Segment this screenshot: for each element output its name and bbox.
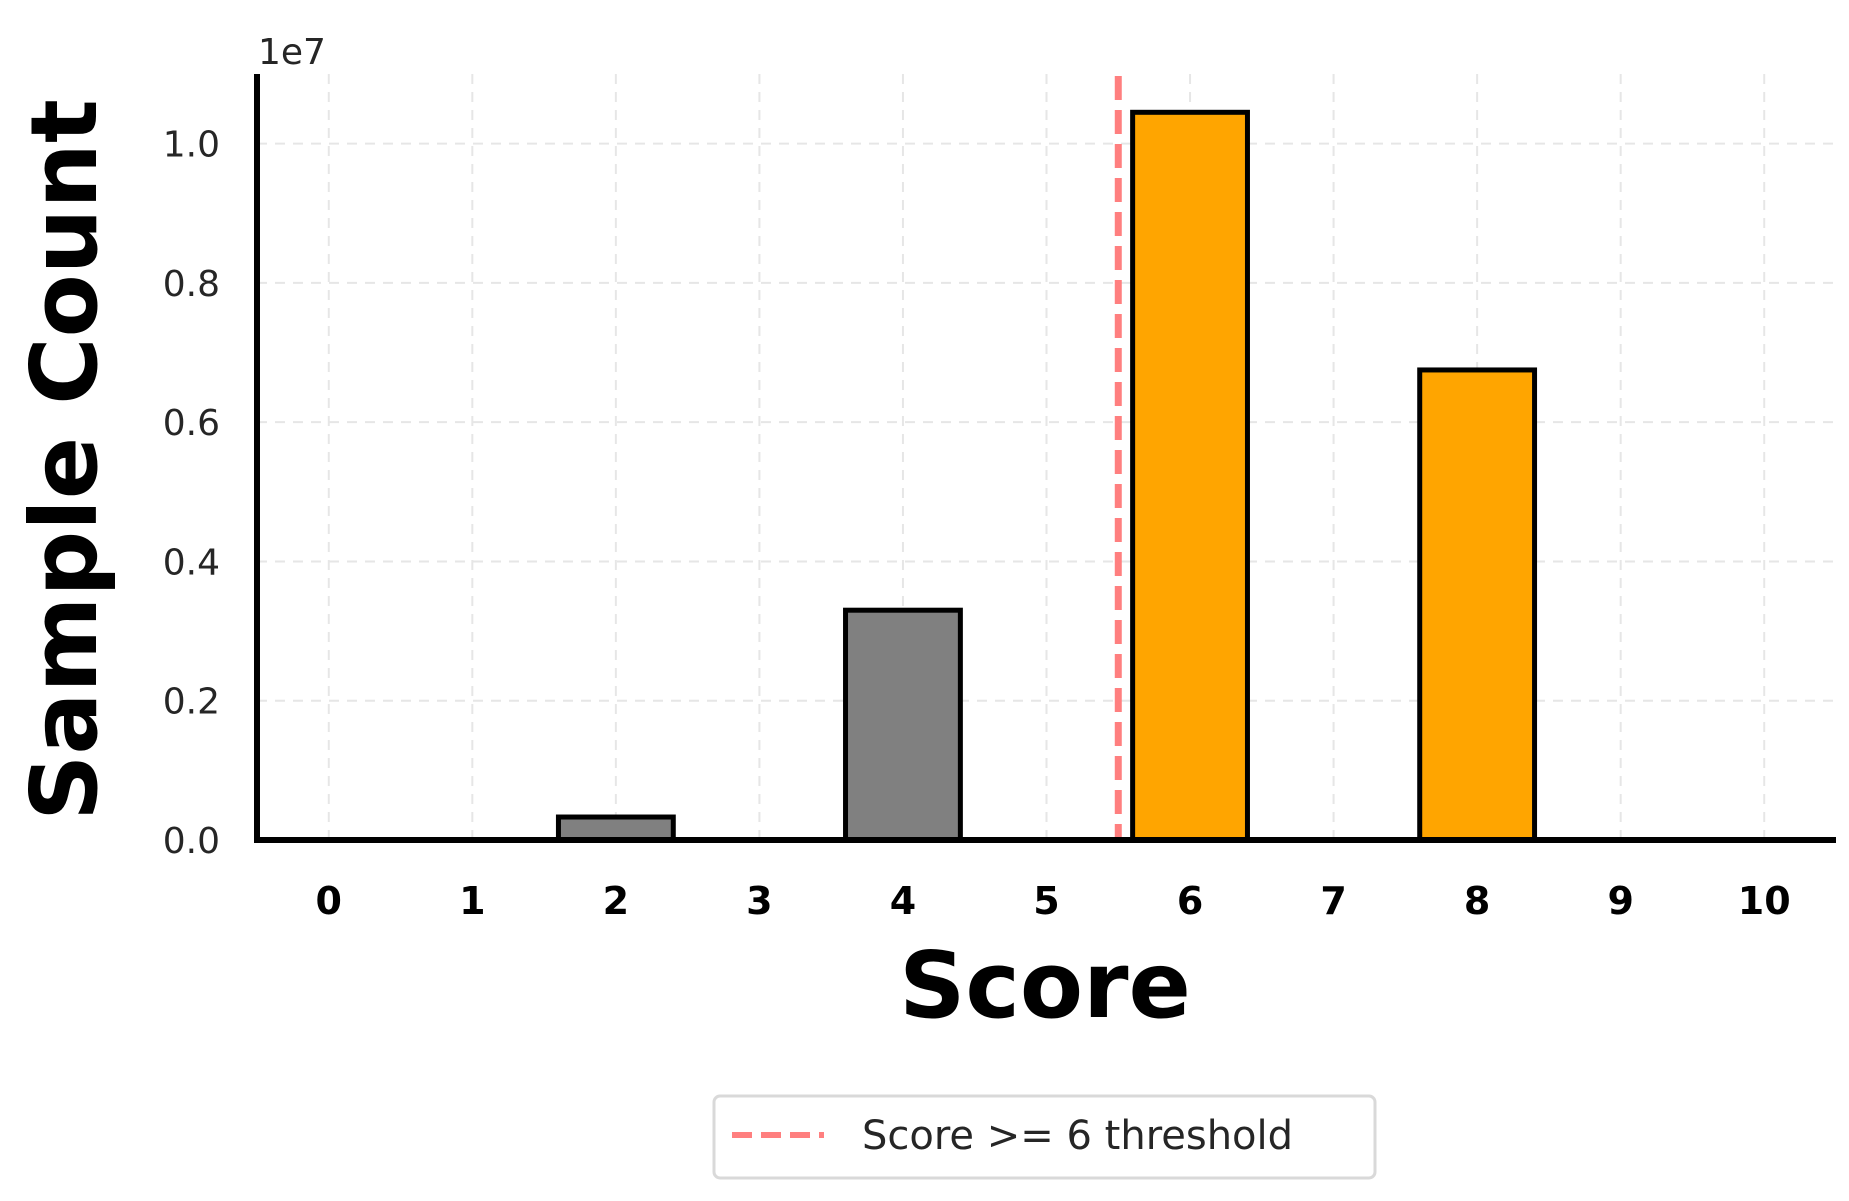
legend: Score >= 6 threshold <box>712 1094 1377 1180</box>
y-offset-label: 1e7 <box>258 32 326 73</box>
y-tick-label: 0.8 <box>163 264 220 305</box>
bar-score-8 <box>1417 367 1538 843</box>
x-tick-label: 8 <box>1464 879 1490 923</box>
x-tick-labels: 0 1 2 3 4 5 6 7 8 9 10 <box>316 879 1791 923</box>
bar-score-4 <box>843 607 963 843</box>
x-tick-label: 4 <box>890 879 916 923</box>
x-tick-label: 5 <box>1033 879 1059 923</box>
axes <box>254 74 1836 843</box>
y-tick-label: 0.2 <box>163 682 220 723</box>
y-axis-title: Sample Count <box>11 99 118 821</box>
x-tick-label: 1 <box>459 879 485 923</box>
grid-lines <box>257 74 1836 841</box>
x-tick-label: 10 <box>1738 879 1791 923</box>
bar-score-6 <box>1130 109 1250 843</box>
legend-box <box>712 1094 1377 1180</box>
x-axis-title: Score <box>899 932 1191 1039</box>
x-tick-label: 0 <box>316 879 342 923</box>
x-tick-label: 3 <box>746 879 772 923</box>
y-tick-label: 0.4 <box>163 542 220 583</box>
y-tick-label: 0.0 <box>163 821 220 862</box>
x-tick-label: 2 <box>603 879 629 923</box>
x-tick-label: 9 <box>1607 879 1633 923</box>
bar-score-2 <box>555 814 676 843</box>
y-tick-labels: 0.0 0.2 0.4 0.6 0.8 1.0 <box>163 125 220 862</box>
y-tick-label: 1.0 <box>163 125 220 166</box>
y-tick-label: 0.6 <box>163 403 220 444</box>
x-tick-label: 7 <box>1320 879 1346 923</box>
x-tick-label: 6 <box>1177 879 1203 923</box>
legend-threshold-label: Score >= 6 threshold <box>862 1113 1293 1159</box>
